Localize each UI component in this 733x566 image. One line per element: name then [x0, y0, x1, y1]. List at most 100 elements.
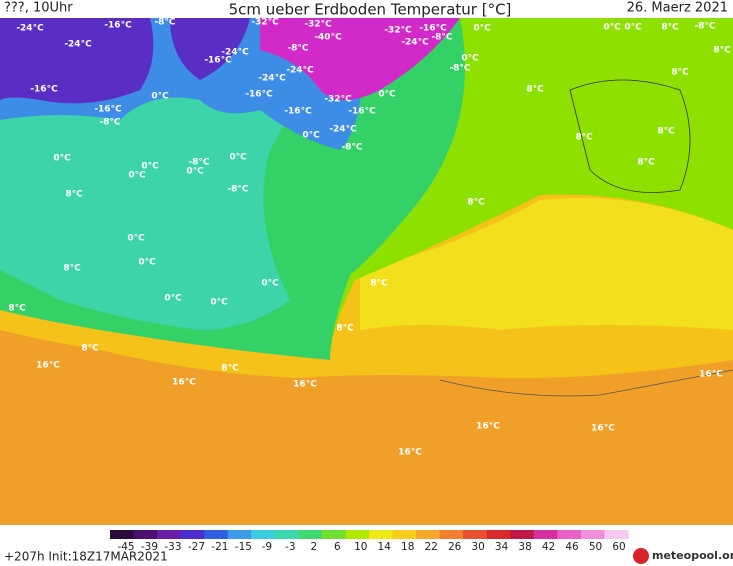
colorbar-swatch: [486, 530, 511, 539]
contour-label: 8°C: [467, 198, 485, 208]
colorbar-swatch: [133, 530, 158, 539]
contour-label: -24°C: [221, 48, 249, 58]
colorbar-swatch: [557, 530, 582, 539]
contour-label: -24°C: [64, 40, 92, 50]
colorbar-label: 14: [378, 541, 392, 553]
contour-label: -32°C: [251, 18, 279, 28]
contour-label: -8°C: [227, 185, 248, 195]
contour-label: -16°C: [30, 85, 58, 95]
contour-label: 16°C: [36, 361, 60, 371]
colorbar-swatch: [110, 530, 135, 539]
contour-label: 8°C: [81, 344, 99, 354]
colorbar-swatch: [157, 530, 182, 539]
contour-label: 16°C: [398, 448, 422, 458]
colorbar-swatch: [227, 530, 252, 539]
colorbar-swatch: [439, 530, 464, 539]
colorbar-label: 26: [448, 541, 462, 553]
contour-label: -24°C: [16, 24, 44, 34]
colorbar-label: -27: [188, 541, 205, 553]
colorbar-label: 50: [589, 541, 602, 553]
contour-label: -32°C: [324, 95, 352, 105]
colorbar-swatch: [580, 530, 605, 539]
colorbar-label: -15: [235, 541, 252, 553]
contour-label: -16°C: [94, 105, 122, 115]
contour-label: 0°C: [624, 23, 642, 33]
colorbar-label: 60: [612, 541, 625, 553]
colorbar-label: -3: [285, 541, 295, 553]
contour-label: -8°C: [449, 64, 470, 74]
colorbar-label: -33: [164, 541, 181, 553]
contour-label: 8°C: [575, 133, 593, 143]
colorbar-label: 10: [354, 541, 367, 553]
contour-label: 0°C: [229, 153, 247, 163]
contour-label: 16°C: [293, 380, 317, 390]
brand: meteopool.org: [652, 549, 733, 562]
colorbar-label: -39: [141, 541, 158, 553]
contour-label: 8°C: [657, 127, 675, 137]
colorbar-swatch: [416, 530, 441, 539]
contour-label: -8°C: [694, 22, 715, 32]
contour-label: 0°C: [141, 162, 159, 172]
contour-label: 0°C: [186, 167, 204, 177]
contour-label: -16°C: [348, 107, 376, 117]
contour-label: -24°C: [329, 125, 357, 135]
contour-label: 0°C: [302, 131, 320, 141]
contour-label: 8°C: [713, 46, 731, 56]
contour-label: 0°C: [128, 171, 146, 181]
run-time: ???, 10Uhr: [4, 1, 73, 16]
colorbar-label: 30: [471, 541, 484, 553]
contour-label: -8°C: [188, 158, 209, 168]
contour-label: -32°C: [384, 26, 412, 36]
colorbar-label: -9: [262, 541, 272, 553]
contour-label: -16°C: [419, 24, 447, 34]
colorbar-swatch: [345, 530, 370, 539]
contour-label: -16°C: [245, 90, 273, 100]
contour-label: 0°C: [53, 154, 71, 164]
colorbar-label: 42: [542, 541, 555, 553]
contour-label: -8°C: [287, 44, 308, 54]
contour-label: 8°C: [637, 158, 655, 168]
colorbar-swatch: [604, 530, 629, 539]
colorbar-swatch: [274, 530, 299, 539]
colorbar-swatch: [463, 530, 488, 539]
colorbar-swatch: [369, 530, 394, 539]
contour-label: -8°C: [431, 33, 452, 43]
contour-label: -16°C: [204, 56, 232, 66]
contour-label: -8°C: [99, 118, 120, 128]
contour-label: -8°C: [341, 143, 362, 153]
contour-labels: -24°C -16°C -8°C-24°C-32°C -32°C-40°C-32°C -…: [8, 18, 731, 458]
contour-label: 8°C: [661, 23, 679, 33]
colorbar-label: 38: [518, 541, 531, 553]
contour-label: 8°C: [8, 304, 26, 314]
colorbar-label: 6: [334, 541, 341, 553]
colorbar-label: 2: [310, 541, 317, 553]
contour-label: 16°C: [476, 422, 500, 432]
contour-label: 0°C: [461, 54, 479, 64]
colorbar-label: -45: [117, 541, 134, 553]
colorbar: -45 -39 -33 -27 -21 -15 -9 -3 2 6 10 14 18 22 26 30 34 38…: [110, 530, 629, 553]
contour-label: 0°C: [603, 23, 621, 33]
contour-label: -24°C: [286, 66, 314, 76]
contour-label: -8°C: [154, 18, 175, 28]
colorbar-swatch: [251, 530, 276, 539]
contour-label: 0°C: [138, 258, 156, 268]
contour-label: 0°C: [164, 294, 182, 304]
contour-label: 16°C: [699, 370, 723, 380]
contour-label: 0°C: [473, 24, 491, 34]
colorbar-swatch: [533, 530, 558, 539]
contour-label: 0°C: [127, 234, 145, 244]
contour-label: 0°C: [151, 92, 169, 102]
colorbar-label: 22: [425, 541, 438, 553]
colorbar-label: 18: [401, 541, 414, 553]
contour-label: -16°C: [104, 21, 132, 31]
contour-label: 8°C: [63, 264, 81, 274]
colorbar-swatch: [392, 530, 417, 539]
contour-label: -24°C: [258, 74, 286, 84]
map-title: 5cm ueber Erdboden Temperatur [°C]: [229, 1, 512, 19]
colorbar-swatch: [510, 530, 535, 539]
colorbar-swatch: [204, 530, 229, 539]
colorbar-swatch: [321, 530, 346, 539]
contour-label: 8°C: [671, 68, 689, 78]
contour-label: -24°C: [401, 38, 429, 48]
